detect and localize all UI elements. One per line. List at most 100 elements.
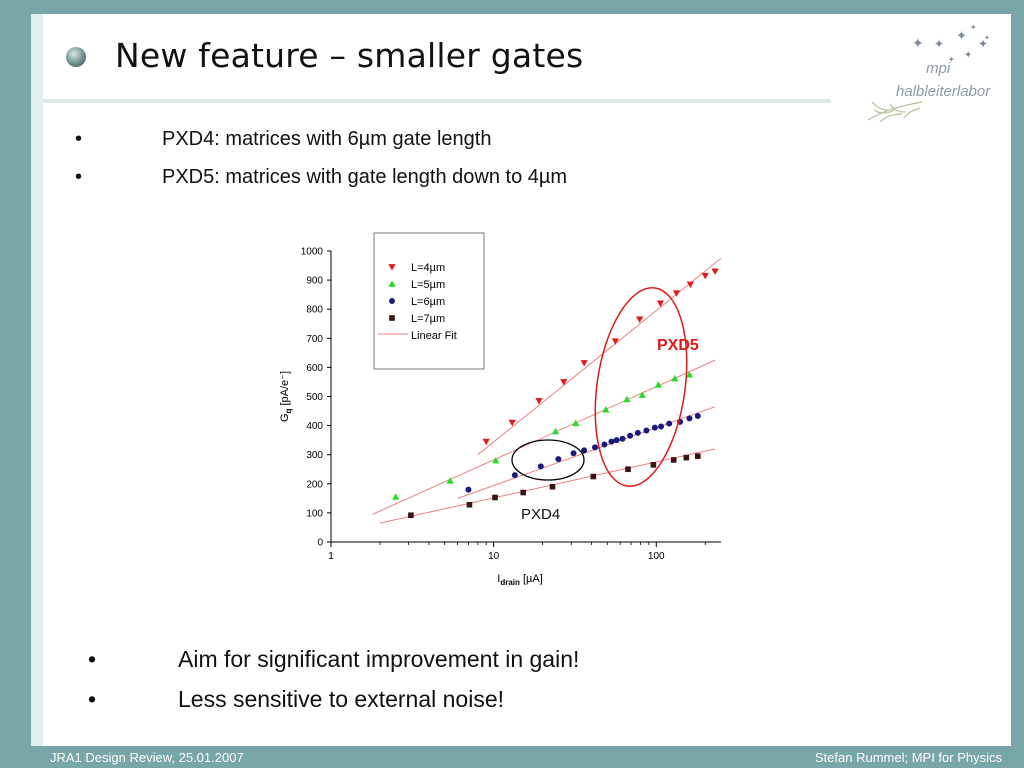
data-point (634, 429, 641, 436)
legend-marker (389, 298, 395, 304)
y-tick-label: 800 (306, 305, 323, 316)
svg-text:✦: ✦ (956, 28, 967, 43)
data-point (551, 427, 560, 435)
y-tick-label: 500 (306, 392, 323, 403)
data-point (492, 494, 498, 501)
logo-branch-icon (867, 101, 923, 123)
data-point (572, 419, 580, 427)
data-point (658, 423, 665, 430)
data-point (694, 453, 701, 459)
data-point (666, 420, 673, 427)
bullet-dot: • (88, 686, 97, 712)
svg-text:✦: ✦ (970, 23, 977, 32)
frame-top-bar (0, 0, 1024, 14)
data-point (602, 405, 610, 413)
data-point (656, 300, 664, 307)
footer-author: Stefan Rummel; MPI for Physics (814, 750, 1002, 765)
data-point (627, 432, 634, 439)
bullet-dot: • (75, 166, 83, 188)
data-point (685, 371, 694, 378)
pxd4-annotation: PXD4 (521, 506, 561, 523)
pxd4-highlight-ellipse (511, 439, 585, 481)
data-point (694, 412, 701, 419)
data-point (482, 438, 490, 446)
data-point (636, 316, 644, 323)
y-tick-label: 200 (306, 479, 323, 490)
legend-marker (388, 264, 396, 271)
svg-text:✦: ✦ (912, 35, 924, 51)
footer-event: JRA1 Design Review, 25.01.2007 (50, 750, 244, 765)
data-point (508, 419, 516, 427)
y-axis-title: Gq [pA/e⁻] (279, 371, 293, 422)
data-point (466, 501, 473, 508)
data-point (683, 454, 690, 461)
data-point (638, 391, 646, 398)
data-point (613, 437, 620, 444)
linear-fit-line (379, 448, 716, 524)
y-tick-label: 0 (317, 538, 323, 549)
bullet-text: Aim for significant improvement in gain! (178, 646, 580, 672)
data-point (601, 441, 608, 448)
slide-title: New feature – smaller gates (115, 36, 584, 75)
y-tick-label: 400 (306, 421, 323, 432)
logo-text-halbleiterlabor: halbleiterlabor (896, 83, 991, 100)
legend-label: L=4µm (411, 262, 445, 274)
x-axis-title: Idrain [µA] (497, 573, 542, 587)
svg-text:✦: ✦ (934, 37, 944, 51)
data-point (619, 435, 626, 442)
legend-label: L=5µm (411, 279, 445, 291)
data-point (686, 281, 694, 289)
data-point (711, 268, 719, 275)
y-tick-label: 700 (306, 334, 323, 345)
svg-text:✦: ✦ (984, 34, 990, 42)
legend-label: L=7µm (411, 313, 445, 325)
data-point (549, 483, 556, 490)
logo-text-mpi: mpi (926, 60, 951, 77)
svg-text:✦: ✦ (964, 50, 972, 61)
footer-bar: JRA1 Design Review, 25.01.2007 Stefan Ru… (0, 746, 1024, 768)
data-point (465, 486, 472, 493)
data-point (672, 290, 681, 297)
y-tick-label: 600 (306, 363, 323, 374)
bullet-dot: • (88, 646, 97, 672)
y-tick-label: 900 (306, 276, 323, 287)
gain-vs-drain-current-chart: 0 100 200 300 400 500 600 700 800 900 1000 1 10 100 Id… (279, 232, 722, 587)
data-point (580, 360, 588, 367)
pxd5-annotation: PXD5 (657, 337, 699, 354)
bullet-dot: • (75, 128, 83, 150)
x-tick-label: 1 (328, 551, 334, 562)
y-tick-label: 100 (306, 508, 323, 519)
data-point (570, 450, 577, 457)
data-point (623, 395, 631, 403)
data-point (701, 272, 709, 280)
data-point (537, 463, 544, 470)
data-point (581, 447, 588, 454)
pxd5-highlight-ellipse (594, 287, 688, 487)
data-point (625, 466, 631, 473)
data-point (560, 379, 568, 386)
frame-left-bar (0, 0, 31, 768)
data-point (592, 444, 599, 451)
bullet-text: PXD4: matrices with 6µm gate length (162, 128, 492, 150)
mpi-halbleiterlabor-logo: ✦ ✦ ✦ ✦ ✦ ✦ ✦ ✦ mpi halbleiterlabor (867, 23, 991, 123)
svg-text:✦: ✦ (948, 55, 955, 64)
x-tick-label: 10 (488, 551, 500, 562)
data-point (590, 473, 597, 480)
data-point (535, 397, 543, 405)
legend-label: Linear Fit (411, 330, 457, 342)
data-point (651, 424, 658, 431)
y-tick-label: 300 (306, 450, 323, 461)
frame-left-inner-bar (31, 14, 43, 746)
y-tick-label: 1000 (301, 247, 324, 258)
data-point (654, 381, 662, 388)
linear-fit-line (477, 257, 722, 456)
bullet-text: PXD5: matrices with gate length down to … (162, 166, 568, 188)
data-point (650, 462, 657, 468)
linear-fit-line (457, 406, 716, 499)
title-divider (43, 99, 831, 103)
data-point (643, 427, 650, 434)
legend-marker (389, 315, 395, 321)
data-point (611, 338, 619, 345)
data-point (555, 456, 562, 463)
star-cluster-icon: ✦ ✦ ✦ ✦ ✦ ✦ ✦ ✦ (912, 23, 990, 64)
